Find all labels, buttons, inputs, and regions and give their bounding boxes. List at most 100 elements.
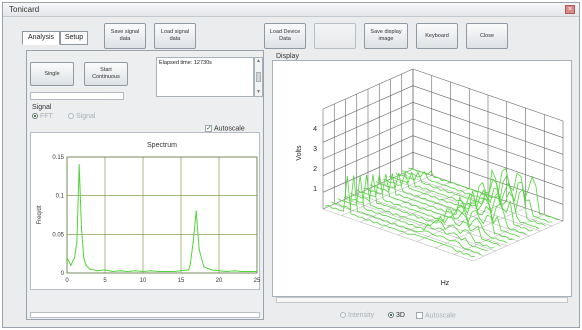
threed-radio[interactable] <box>388 312 394 319</box>
spectrum-point <box>256 270 258 273</box>
y-axis-label: Freq/dt <box>37 205 43 224</box>
spectrum-point <box>192 241 194 243</box>
spectrum-point <box>188 269 190 271</box>
single-button[interactable]: Single <box>30 62 74 86</box>
elapsed-scrollbar[interactable]: ▲ ▼ <box>254 57 263 97</box>
z-tick-label: 1 <box>313 186 317 193</box>
disabled-button[interactable] <box>314 23 356 49</box>
window-title: Tonicard <box>9 5 40 14</box>
autoscale-left-checkbox[interactable] <box>205 124 212 132</box>
spectrum-point <box>218 270 220 272</box>
elapsed-time-text: Elapsed time: 12730s <box>159 60 212 66</box>
save-display-button[interactable]: Save display image <box>364 23 408 49</box>
spectrum-point <box>165 270 167 273</box>
y-tick-label: 0.05 <box>52 232 64 238</box>
x-tick-label: 10 <box>140 278 147 284</box>
spectrum-point <box>85 264 87 266</box>
spectrum-scrollbar[interactable] <box>30 312 260 318</box>
spectrum-point <box>112 270 114 273</box>
waterfall-trace <box>337 175 488 252</box>
waterfall-trace <box>324 175 475 257</box>
x-tick-label: 15 <box>178 278 185 284</box>
spectrum-point <box>226 270 228 273</box>
waterfall-trace <box>363 173 514 241</box>
spectrum-point <box>78 164 80 166</box>
tab-analysis[interactable]: Analysis <box>22 31 60 45</box>
autoscale-left[interactable]: Autoscale <box>205 124 245 133</box>
autoscale-bottom-checkbox[interactable] <box>416 312 423 319</box>
spectrum-point <box>150 270 152 272</box>
y-tick-label: 0.1 <box>56 194 65 200</box>
intensity-option[interactable]: Intensity <box>340 312 374 319</box>
scroll-thumb[interactable] <box>256 72 261 82</box>
signal-label: Signal <box>32 104 52 111</box>
save-signal-button[interactable]: Save signal data <box>104 23 146 49</box>
fft-radio[interactable]: FFT <box>32 113 53 120</box>
spectrum-chart: Spectrum 0 5 10 15 20 25 0 0.05 0.1 0.15 Freq/dt <box>30 132 261 290</box>
intensity-radio[interactable] <box>340 312 346 319</box>
tab-setup[interactable]: Setup <box>60 31 88 45</box>
spectrum-point <box>189 264 191 266</box>
back-wall-grid <box>412 68 564 122</box>
signal-radio[interactable]: Signal <box>68 113 95 120</box>
close-button[interactable]: Close <box>466 23 508 49</box>
autoscale-left-label: Autoscale <box>214 125 245 133</box>
intensity-label: Intensity <box>348 312 375 319</box>
threed-label: 3D <box>396 312 405 319</box>
keyboard-button[interactable]: Keyboard <box>416 23 458 49</box>
start-continuous-button[interactable]: Start Continuous <box>84 62 128 86</box>
progress-field <box>30 92 124 100</box>
spectrum-point <box>241 270 243 273</box>
spectrum-point <box>80 226 83 228</box>
scroll-down-icon[interactable]: ▼ <box>256 89 261 95</box>
display-3d-plot: 1 2 3 4 Volts Hz <box>296 68 564 287</box>
close-icon[interactable]: × <box>565 5 575 14</box>
chart-title: Spectrum <box>147 142 177 149</box>
load-signal-button[interactable]: Load signal data <box>154 23 196 49</box>
fft-radio-dot[interactable] <box>32 113 38 120</box>
plot-area <box>66 156 258 274</box>
spectrum-point <box>119 270 121 272</box>
back-wall-grid <box>412 118 564 172</box>
floor-grid <box>322 208 474 262</box>
threed-option[interactable]: 3D <box>388 312 405 319</box>
back-wall-grid <box>412 85 564 138</box>
spectrum-point <box>248 270 250 273</box>
x-tick-label: 20 <box>216 278 223 284</box>
floor-grid <box>345 198 496 252</box>
back-wall-grid <box>412 152 564 205</box>
signal-option-label: Signal <box>76 113 96 120</box>
y-tick-label: 0 <box>61 271 65 277</box>
scroll-up-icon[interactable]: ▲ <box>256 58 261 64</box>
z-tick-label: 3 <box>313 146 317 153</box>
display-scrollbar[interactable] <box>276 297 568 303</box>
spectrum-point <box>142 270 144 273</box>
autoscale-bottom[interactable]: Autoscale <box>416 312 456 319</box>
x-axis-label: Hz <box>441 280 450 287</box>
spectrum-point <box>96 270 98 272</box>
autoscale-bottom-label: Autoscale <box>425 312 456 320</box>
spectrum-point <box>172 270 174 273</box>
z-tick-label: 2 <box>313 166 317 173</box>
load-device-button[interactable]: Load Device Data <box>264 23 306 49</box>
x-tick-label: 0 <box>65 278 69 284</box>
floor-grid <box>356 193 507 247</box>
waterfall-trace <box>389 171 540 229</box>
back-wall-grid <box>412 135 564 188</box>
spectrum-point <box>180 270 182 272</box>
waterfall-trace <box>395 171 546 227</box>
waterfall-trace <box>401 168 552 223</box>
spectrum-point <box>76 241 78 243</box>
waterfall-trace <box>331 175 482 256</box>
spectrum-point <box>233 270 235 272</box>
elapsed-time-box: Elapsed time: 12730s <box>156 57 254 97</box>
title-bar: Tonicard × <box>3 3 579 17</box>
spectrum-point <box>70 264 72 266</box>
waterfall-trace <box>356 174 508 243</box>
spectrum-series-line <box>66 164 257 273</box>
spectrum-point <box>83 256 85 259</box>
signal-radio-dot[interactable] <box>68 113 74 120</box>
spectrum-point <box>127 270 129 273</box>
waterfall-trace <box>350 174 501 247</box>
spectrum-point <box>89 268 91 270</box>
